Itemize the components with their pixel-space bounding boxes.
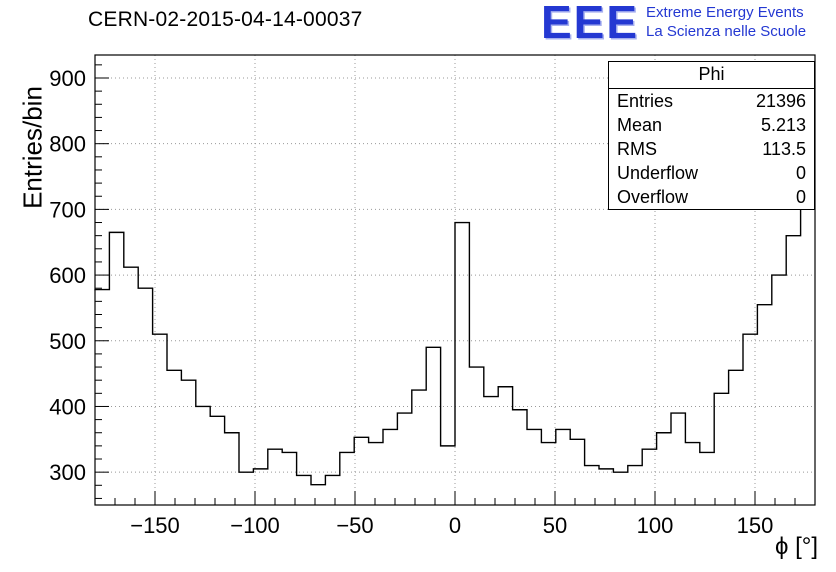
y-tick-label: 300 <box>49 460 86 485</box>
chart-title: CERN-02-2015-04-14-00037 <box>88 8 363 31</box>
stats-value: 21396 <box>755 91 806 111</box>
y-tick-label: 600 <box>49 263 86 288</box>
stats-label: Underflow <box>617 163 699 183</box>
stats-row-underflow: Underflow 0 <box>609 161 814 185</box>
stats-label: Mean <box>617 115 663 135</box>
stats-value: 5.213 <box>760 115 806 135</box>
stats-value: 0 <box>795 187 806 207</box>
stats-row-rms: RMS 113.5 <box>609 137 814 161</box>
stats-label: RMS <box>617 139 657 159</box>
y-tick-label: 700 <box>49 197 86 222</box>
stats-row-overflow: Overflow 0 <box>609 185 814 209</box>
eee-logo-line1: Extreme Energy Events <box>646 4 804 21</box>
stats-label: Overflow <box>617 187 689 207</box>
x-tick-label: −150 <box>130 513 180 538</box>
x-tick-label: −100 <box>230 513 280 538</box>
eee-logo: EEE Extreme Energy Events La Scienza nel… <box>541 0 806 48</box>
stats-row-entries: Entries 21396 <box>609 89 814 113</box>
x-tick-label: 100 <box>637 513 674 538</box>
x-tick-label: 0 <box>449 513 461 538</box>
y-tick-label: 400 <box>49 394 86 419</box>
stats-label: Entries <box>617 91 674 111</box>
stats-box: Phi Entries 21396 Mean 5.213 RMS 113.5 U… <box>608 61 815 210</box>
y-tick-label: 500 <box>49 329 86 354</box>
histogram-line <box>94 64 815 486</box>
x-tick-label: 50 <box>543 513 567 538</box>
x-tick-label: −50 <box>336 513 373 538</box>
y-tick-label: 900 <box>49 66 86 91</box>
stats-title: Phi <box>609 62 814 89</box>
y-axis-label: Entries/bin <box>17 86 48 209</box>
stats-value: 113.5 <box>762 139 806 159</box>
stats-row-mean: Mean 5.213 <box>609 113 814 137</box>
eee-logo-subtitle: Extreme Energy Events La Scienza nelle S… <box>646 3 806 41</box>
x-tick-label: 150 <box>737 513 774 538</box>
x-axis-label: ϕ [°] <box>774 533 818 560</box>
y-tick-label: 800 <box>49 132 86 157</box>
eee-logo-text: EEE <box>541 0 640 48</box>
eee-logo-line2: La Scienza nelle Scuole <box>646 23 807 40</box>
stats-value: 0 <box>795 163 806 183</box>
